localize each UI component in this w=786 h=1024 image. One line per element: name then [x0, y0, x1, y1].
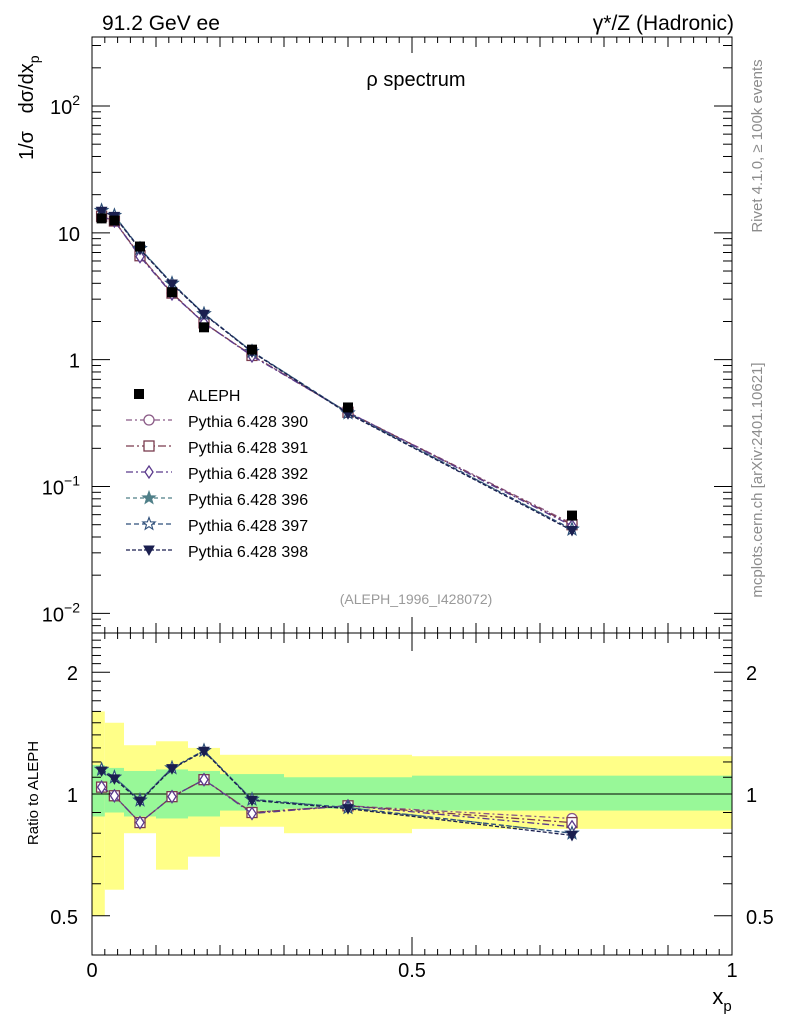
stat-uncertainty-band [412, 775, 732, 811]
legend: ALEPH Pythia 6.428 390 Pythia 6.428 391 Pyt… [126, 388, 308, 561]
ratio-axis-label: Ratio to ALEPH [25, 741, 42, 845]
aleph-point [135, 241, 145, 252]
main-y-tick-label: 102 [50, 92, 80, 119]
series-point-3 [135, 249, 145, 264]
main-y-tick-label: 1 [69, 351, 80, 373]
process-label: γ*/Z (Hadronic) [593, 12, 734, 35]
ratio-point-3 [167, 789, 177, 804]
x-tick-label: 0 [86, 960, 97, 982]
analysis-watermark: (ALEPH_1996_I428072) [340, 591, 493, 607]
legend-marker-2 [143, 440, 155, 452]
aleph-point [567, 510, 577, 521]
aleph-point [199, 322, 209, 333]
ratio-point-6 [342, 804, 354, 815]
y-axis-label-deriv: dσ/dx [16, 63, 38, 113]
legend-marker-aleph [134, 389, 144, 399]
ratio-point-3 [135, 815, 145, 830]
y-axis-label: 1/σ dσ/dxp [16, 55, 42, 160]
rivet-label: Rivet 4.1.0, ≥ 100k events [749, 59, 766, 232]
ratio-point-6 [108, 774, 121, 785]
ratio-y-tick-label-right: 0.5 [746, 907, 774, 929]
legend-marker-5 [141, 515, 157, 531]
ratio-y-tick-label-right: 2 [746, 663, 757, 685]
x-tick-label: 0.5 [398, 960, 426, 982]
ratio-point-6 [166, 764, 178, 775]
ratio-point-3 [247, 806, 257, 821]
legend-marker-4 [141, 489, 157, 505]
main-panel: 10−2 10−1 1 10 102 ρ spectrum (ALEPH_1996_I4… [16, 36, 733, 634]
series-point-6 [198, 309, 210, 321]
ratio-point-6 [246, 795, 258, 807]
ratio-point-6 [134, 796, 146, 808]
ratio-y-tick-label-right: 1 [746, 785, 757, 807]
legend-marker-1 [143, 414, 155, 426]
x-tick-label: 1 [726, 960, 737, 982]
x-axis-label: xp [712, 984, 731, 1015]
series-line-4 [101, 209, 573, 530]
series-line-5 [101, 209, 573, 530]
legend-label-3: Pythia 6.428 392 [188, 466, 308, 483]
mcplots-label: mcplots.cern.ch [arXiv:2401.10621] [749, 362, 766, 597]
ratio-line-5 [101, 749, 573, 834]
legend-label-4: Pythia 6.428 396 [188, 492, 308, 509]
ratio-point-6 [198, 746, 210, 758]
ratio-y-tick-label-left: 2 [67, 663, 78, 685]
series-point-6 [166, 279, 178, 291]
legend-marker-3 [144, 464, 154, 480]
aleph-point [109, 215, 120, 226]
plot-title: ρ spectrum [366, 69, 465, 91]
series-line-3 [101, 215, 573, 527]
legend-marker-6 [143, 545, 155, 557]
series-point-6 [95, 206, 108, 218]
main-y-tick-label: 10 [58, 224, 80, 246]
ratio-point-3 [199, 772, 209, 787]
main-y-tick-label: 10−1 [42, 473, 80, 500]
y-axis-label-norm: 1/σ [16, 130, 38, 160]
series-line-2 [101, 215, 573, 526]
svg-text:1/σ dσ/dxp: 1/σ dσ/dxp [16, 55, 42, 160]
ratio-panel: 0.5 0.5 1 1 2 2 0 0.5 1 Ratio to ALEPH xp [25, 632, 774, 1015]
legend-label-5: Pythia 6.428 397 [188, 518, 308, 535]
ratio-y-tick-label-left: 1 [67, 785, 78, 807]
series-point-6 [566, 526, 578, 537]
ratio-line-3 [101, 778, 573, 828]
legend-label-2: Pythia 6.428 391 [188, 440, 308, 457]
ratio-point-3 [96, 779, 107, 795]
legend-label-1: Pythia 6.428 390 [188, 414, 308, 431]
aleph-point [96, 213, 107, 224]
ratio-point-6 [566, 830, 578, 842]
legend-label-aleph: ALEPH [188, 388, 240, 405]
ratio-y-tick-label-left: 0.5 [50, 907, 78, 929]
ratio-point-3 [109, 788, 120, 803]
series-line-1 [101, 215, 573, 525]
series-line-6 [101, 210, 573, 532]
legend-label-6: Pythia 6.428 398 [188, 544, 308, 561]
aleph-point [247, 344, 257, 355]
main-y-tick-label: 10−2 [42, 599, 80, 626]
ratio-line-6 [101, 750, 573, 837]
ratio-point-6 [95, 766, 108, 778]
aleph-point [167, 287, 177, 298]
y-axis-label-sub: p [26, 55, 42, 63]
aleph-point [343, 402, 353, 413]
energy-label: 91.2 GeV ee [102, 12, 220, 35]
